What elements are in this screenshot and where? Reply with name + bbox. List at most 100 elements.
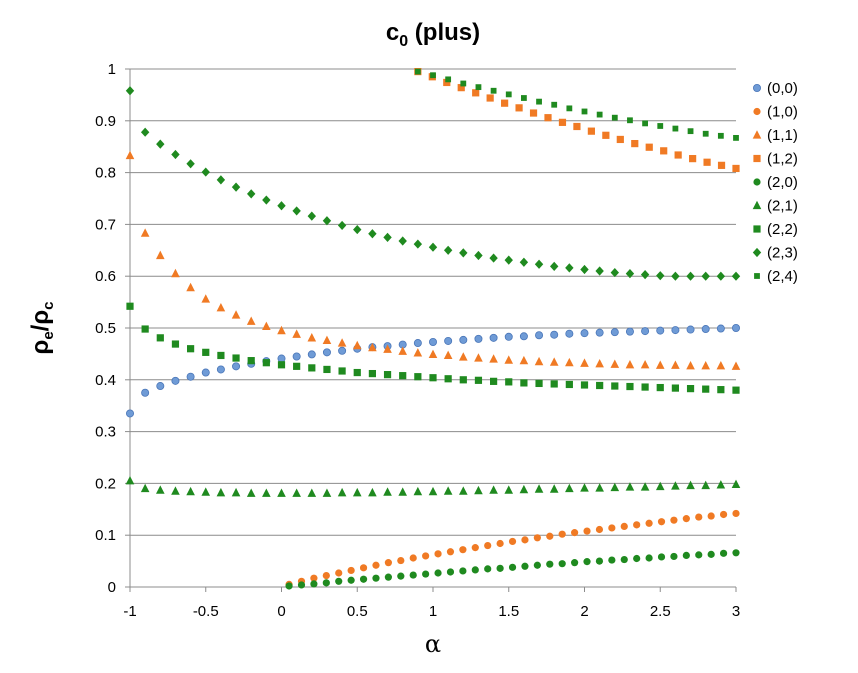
data-point [583,558,591,566]
data-point [533,561,541,569]
data-point [610,359,620,368]
data-point [620,522,628,530]
data-point [186,159,195,169]
data-point [201,368,210,377]
series-r10 [285,509,740,589]
y-axis-label-slash: /ρ [27,310,54,332]
data-point [521,95,527,101]
data-point [443,78,451,87]
series-r21 [125,476,741,497]
data-point [444,375,452,383]
data-point [641,327,650,336]
data-point [682,515,690,523]
chart-title-main: c [386,19,399,46]
data-point [409,571,417,579]
data-point [580,358,589,367]
data-point [335,577,343,585]
data-point [490,87,497,94]
data-point [368,229,377,239]
y-tick-label: 0.3 [95,424,116,441]
data-point [631,139,639,148]
data-point [428,349,438,359]
legend-item: (2,2) [753,221,798,238]
series-r22 [126,302,740,394]
data-point [307,333,317,342]
data-point [657,553,666,561]
data-point [293,362,301,370]
legend-label: (2,0) [767,174,798,191]
data-point [171,149,180,160]
data-point [486,94,494,102]
data-point [428,242,438,252]
data-point [732,323,741,332]
data-point [322,572,330,580]
data-point [459,335,468,344]
data-point [397,572,405,580]
legend-item: (2,0) [753,174,798,191]
data-point [534,356,544,366]
data-point [608,524,616,532]
data-point [686,385,695,393]
data-point [535,379,543,388]
data-point [611,114,618,121]
data-point [627,117,633,124]
data-point [565,380,573,389]
data-point [701,480,710,490]
data-point [733,134,739,141]
legend-marker [754,273,760,279]
data-point [297,581,306,589]
data-point [657,123,664,129]
data-point [501,99,509,107]
data-point [414,68,421,75]
data-point [565,329,574,338]
legend-marker [752,200,762,210]
data-point [656,383,664,392]
series-r23 [125,86,741,281]
x-tick-label: 2 [580,603,588,620]
data-point [322,348,331,357]
data-point [536,98,542,105]
data-point [471,566,479,574]
data-point [399,372,407,380]
data-point [640,359,650,369]
data-point [670,516,678,524]
y-tick-labels: 0 0.1 0.2 0.3 0.4 0.5 0.6 0.7 0.8 0.9 1 [95,61,130,596]
data-point [322,488,332,497]
data-point [640,270,650,280]
y-tick-label: 0.6 [95,268,116,285]
data-point [475,84,482,91]
data-point [496,564,504,572]
data-point [368,342,377,352]
data-point [126,302,134,310]
data-point [368,487,377,497]
data-point [398,346,407,355]
data-point [434,550,442,558]
y-tick-label: 0.1 [95,527,116,544]
data-point [655,360,665,369]
data-point [409,554,417,562]
data-point [610,267,619,278]
data-point [732,509,740,518]
data-point [625,359,635,369]
data-point [717,161,726,169]
chart-title-sub: 0 [399,33,408,50]
data-point [596,111,603,118]
data-point [429,374,437,382]
data-point [471,544,479,552]
data-point [695,551,703,559]
x-axis-label: α [425,630,441,658]
data-point [533,534,541,542]
series-r11 [125,150,741,370]
data-point [719,510,728,519]
data-point [384,559,392,567]
data-point [359,564,368,572]
data-point [398,487,407,496]
data-point [308,364,316,372]
data-point [338,346,347,355]
data-point [186,282,195,292]
data-point [156,250,165,260]
data-point [731,479,741,489]
data-point [459,376,467,384]
data-point [610,328,619,337]
data-point [565,483,574,493]
